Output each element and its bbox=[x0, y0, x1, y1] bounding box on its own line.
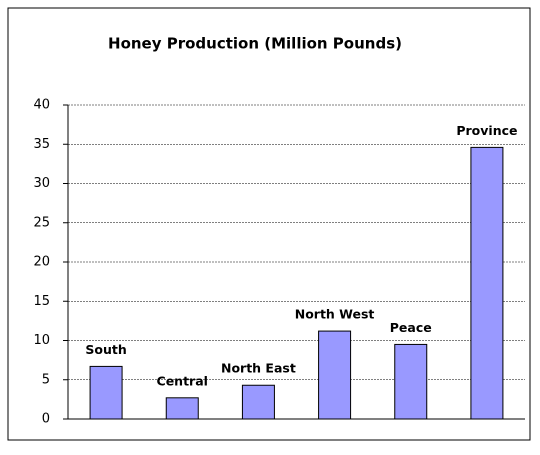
category-label: Central bbox=[157, 373, 208, 388]
bar bbox=[241, 384, 275, 420]
y-tick-label: 5 bbox=[42, 372, 50, 387]
y-tick-label: 15 bbox=[33, 294, 50, 309]
bar bbox=[318, 330, 352, 420]
bar bbox=[89, 365, 123, 420]
bar bbox=[394, 343, 428, 420]
y-tick-label: 0 bbox=[42, 412, 50, 427]
category-label: Peace bbox=[390, 320, 432, 335]
y-tick-label: 20 bbox=[33, 255, 50, 270]
category-label: South bbox=[85, 342, 126, 357]
chart-title: Honey Production (Million Pounds) bbox=[108, 35, 402, 53]
category-label: North East bbox=[221, 361, 296, 376]
y-tick-label: 10 bbox=[33, 333, 50, 348]
y-tick-label: 40 bbox=[33, 98, 50, 113]
y-tick-label: 25 bbox=[33, 215, 50, 230]
y-tick-label: 30 bbox=[33, 176, 50, 191]
bar bbox=[470, 146, 504, 420]
category-label: Province bbox=[456, 123, 517, 138]
bar bbox=[165, 397, 199, 420]
category-label: North West bbox=[295, 307, 375, 322]
y-tick-label: 35 bbox=[33, 137, 50, 152]
